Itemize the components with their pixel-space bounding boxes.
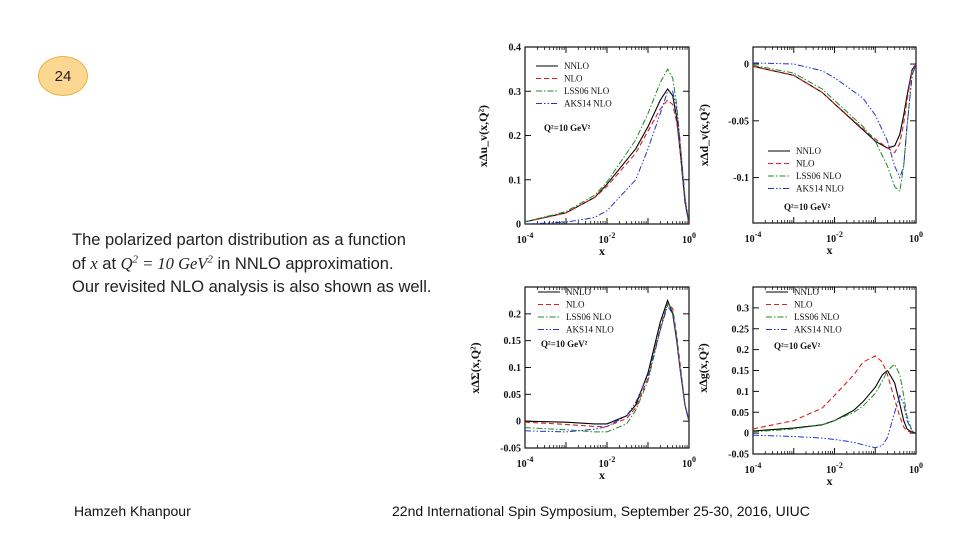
x-axis-label: x [599,244,605,258]
caption-gev: GeV [178,254,208,273]
slide-number: 24 [54,67,72,85]
y-axis-label: xΔg(x,Q²) [696,343,710,392]
x-tick-label: 100 [909,461,923,476]
annotation-q2: Q²=10 GeV² [774,341,821,351]
legend-label: LSS06 NLO [794,312,840,322]
annotation-q2: Q²=10 GeV² [544,123,591,133]
legend-label: LSS06 NLO [796,171,842,181]
legend-label: NNLO [794,287,819,297]
x-axis-label: x [827,474,833,488]
y-tick-label: 0 [744,60,749,71]
caption-line-2-post: in NNLO approximation. [212,255,394,273]
legend-label: AKS14 NLO [566,325,614,335]
y-tick-label: -0.1 [733,173,749,184]
caption-gev-exponent: 2 [207,253,213,266]
series-line-nnlo [525,88,689,224]
plot-frame [752,46,917,224]
y-tick-label: 0.4 [509,43,522,54]
series-line-nlo [525,99,689,224]
legend-label: NLO [794,300,813,310]
series-line-nlo [525,302,689,428]
footer-author: Hamzeh Khanpour [74,503,191,519]
y-tick-label: 0.2 [737,345,750,356]
annotation-q2: Q²=10 GeV² [541,339,588,349]
y-tick-label: 0.05 [504,390,522,401]
y-axis-label: xΔΣ(x,Q²) [468,342,482,393]
annotation-q2: Q²=10 GeV² [784,202,831,212]
footer-event: 22nd International Spin Symposium, Septe… [392,503,810,519]
x-tick-label: 100 [682,455,696,470]
y-tick-label: 0 [516,220,521,231]
x-axis-label: x [599,468,605,482]
y-tick-label: 0.25 [732,324,750,335]
chart-panel-1: 00.10.20.30.410-4 10-2 100xxΔu_v(x,Q²)NNLO… [476,43,696,259]
plot-frame [524,46,690,225]
y-tick-label: 0.05 [732,408,750,419]
legend-label: AKS14 NLO [564,99,612,109]
caption-var-q: Q [120,254,133,273]
legend-label: NNLO [796,146,821,156]
caption-line-2-pre: of [72,255,91,273]
x-tick-label: 10-4 [745,230,762,245]
y-tick-label: 0.2 [509,131,522,142]
y-tick-label: -0.05 [728,450,749,461]
y-tick-label: 0.15 [732,366,750,377]
y-tick-label: 0 [744,429,749,440]
y-tick-label: 0.3 [509,87,522,98]
y-axis-label: xΔd_v(x,Q²) [697,104,711,166]
y-tick-label: 0.2 [509,309,522,320]
y-tick-label: 0.1 [509,175,522,186]
y-tick-label: -0.05 [500,444,521,455]
legend-label: NLO [566,300,585,310]
x-tick-label: 10-4 [517,455,534,470]
caption-q-exponent: 2 [132,253,139,266]
caption-line-2-at: at [97,255,121,273]
series-line-aks14-nlo [753,62,916,179]
series-line-nnlo [753,63,916,149]
x-tick-label: 100 [682,231,696,246]
y-tick-label: 0.3 [737,303,750,314]
y-tick-label: 0.1 [737,387,750,398]
x-tick-label: 10-4 [517,231,534,246]
y-tick-label: 0.15 [504,336,522,347]
slide-number-badge: 24 [38,56,88,96]
x-tick-label: 10-4 [745,461,762,476]
legend-label: AKS14 NLO [794,325,842,335]
x-tick-label: 100 [909,230,923,245]
series-line-lss06-nlo [753,363,916,434]
caption-line-3: Our revisited NLO analysis is also shown… [72,278,432,296]
caption-line-1: The polarized parton distribution as a f… [72,231,406,249]
legend-label: NNLO [566,287,591,297]
legend-label: NLO [796,159,815,169]
series-line-aks14-nlo [525,90,689,224]
caption-eq: = 10 [138,254,179,273]
series-line-aks14-nlo [753,394,916,449]
y-tick-label: 0.1 [509,363,522,374]
legend-label: LSS06 NLO [564,86,610,96]
y-tick-label: 0 [516,417,521,428]
y-axis-label: xΔu_v(x,Q²) [476,105,490,167]
series-line-aks14-nlo [525,304,689,433]
legend-label: NNLO [564,61,589,71]
legend-label: LSS06 NLO [566,312,612,322]
x-axis-label: x [827,243,833,257]
legend-label: AKS14 NLO [796,184,844,194]
series-line-nlo [753,63,916,154]
caption-var-x: x [90,254,98,273]
y-tick-label: -0.05 [728,116,749,127]
legend-label: NLO [564,74,583,84]
caption-line-2: of x at Q2 = 10 GeV2 in NNLO approximati… [72,252,472,276]
series-line-lss06-nlo [525,301,689,433]
caption-text: The polarized parton distribution as a f… [72,229,472,299]
